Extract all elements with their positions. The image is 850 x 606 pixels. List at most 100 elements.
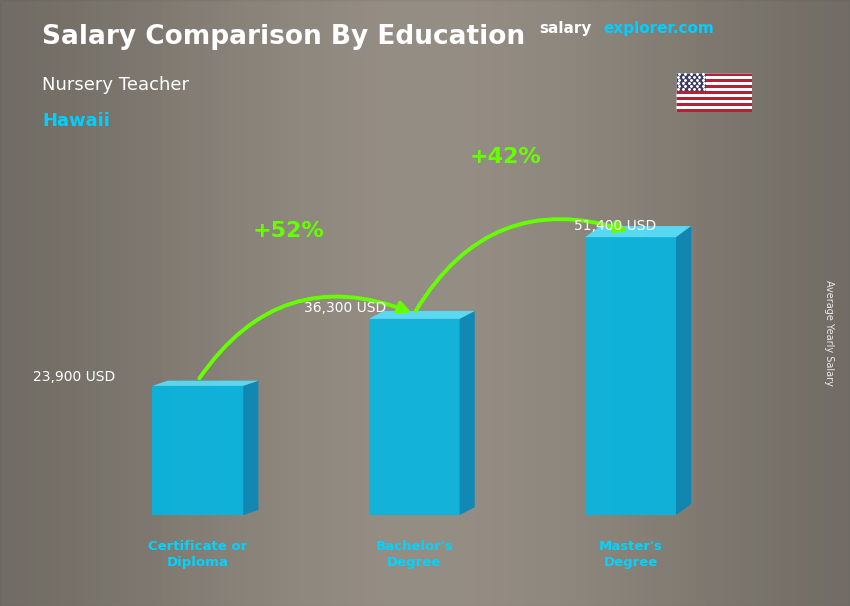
Bar — [85, 0, 94, 606]
Bar — [42, 0, 51, 606]
Bar — [34, 0, 42, 606]
Bar — [816, 0, 824, 606]
Bar — [570, 0, 578, 606]
Bar — [230, 0, 238, 606]
Text: 51,400 USD: 51,400 USD — [575, 219, 656, 233]
Bar — [676, 73, 752, 76]
Bar — [552, 0, 561, 606]
Bar — [799, 0, 808, 606]
Bar — [391, 0, 399, 606]
Text: +42%: +42% — [469, 147, 541, 167]
Bar — [578, 0, 586, 606]
Bar — [178, 0, 187, 606]
Bar — [518, 0, 527, 606]
Bar — [212, 0, 221, 606]
Bar — [740, 0, 748, 606]
Bar — [756, 0, 765, 606]
Text: Salary Comparison By Education: Salary Comparison By Education — [42, 24, 525, 50]
Bar — [604, 0, 612, 606]
Bar — [152, 386, 243, 515]
Bar — [400, 0, 408, 606]
Bar — [676, 88, 752, 91]
Bar — [765, 0, 774, 606]
Bar — [26, 0, 34, 606]
Bar — [676, 79, 752, 82]
Bar — [102, 0, 110, 606]
Text: Master's
Degree: Master's Degree — [598, 540, 662, 568]
Bar — [646, 0, 654, 606]
Bar — [620, 0, 629, 606]
Text: salary: salary — [540, 21, 592, 36]
Bar — [510, 0, 518, 606]
Bar — [676, 91, 752, 94]
Bar — [306, 0, 314, 606]
Text: 36,300 USD: 36,300 USD — [303, 301, 386, 315]
Bar — [676, 73, 706, 91]
Bar — [676, 76, 752, 79]
Bar — [544, 0, 552, 606]
Bar — [833, 0, 842, 606]
Bar — [561, 0, 570, 606]
Bar — [748, 0, 756, 606]
Bar — [255, 0, 264, 606]
Bar — [246, 0, 255, 606]
Text: Hawaii: Hawaii — [42, 112, 110, 130]
Polygon shape — [369, 311, 475, 319]
Bar — [8, 0, 17, 606]
Bar — [536, 0, 544, 606]
Bar — [595, 0, 604, 606]
Text: Nursery Teacher: Nursery Teacher — [42, 76, 190, 94]
Bar — [357, 0, 366, 606]
Bar — [204, 0, 212, 606]
Text: 23,900 USD: 23,900 USD — [33, 370, 116, 384]
Bar — [468, 0, 476, 606]
Bar — [94, 0, 102, 606]
Bar — [676, 85, 752, 88]
Polygon shape — [460, 311, 475, 515]
Bar — [782, 0, 790, 606]
Bar — [298, 0, 306, 606]
Bar — [110, 0, 119, 606]
Bar — [502, 0, 510, 606]
Polygon shape — [243, 381, 258, 515]
Bar — [0, 0, 8, 606]
Bar — [638, 0, 646, 606]
Bar — [731, 0, 740, 606]
Bar — [68, 0, 76, 606]
Bar — [332, 0, 340, 606]
Text: Bachelor's
Degree: Bachelor's Degree — [376, 540, 453, 568]
Bar — [280, 0, 289, 606]
Bar — [153, 0, 162, 606]
Bar — [221, 0, 230, 606]
Bar — [128, 0, 136, 606]
Bar — [17, 0, 26, 606]
Text: Average Yearly Salary: Average Yearly Salary — [824, 281, 834, 386]
Bar — [348, 0, 357, 606]
Bar — [272, 0, 280, 606]
Bar — [654, 0, 663, 606]
Bar — [442, 0, 450, 606]
Bar — [136, 0, 144, 606]
Bar — [416, 0, 425, 606]
Bar — [434, 0, 442, 606]
Bar — [493, 0, 501, 606]
Bar — [697, 0, 706, 606]
Bar — [790, 0, 799, 606]
Bar — [680, 0, 688, 606]
Bar — [187, 0, 196, 606]
Bar — [476, 0, 484, 606]
Polygon shape — [585, 226, 691, 237]
Bar — [484, 0, 493, 606]
Bar — [314, 0, 323, 606]
Bar — [676, 106, 752, 109]
Bar — [663, 0, 672, 606]
Bar — [676, 82, 752, 85]
Bar — [808, 0, 816, 606]
Bar — [612, 0, 620, 606]
Bar — [238, 0, 246, 606]
Bar — [144, 0, 153, 606]
Bar — [162, 0, 170, 606]
Bar — [450, 0, 459, 606]
Bar — [323, 0, 332, 606]
Bar — [842, 0, 850, 606]
